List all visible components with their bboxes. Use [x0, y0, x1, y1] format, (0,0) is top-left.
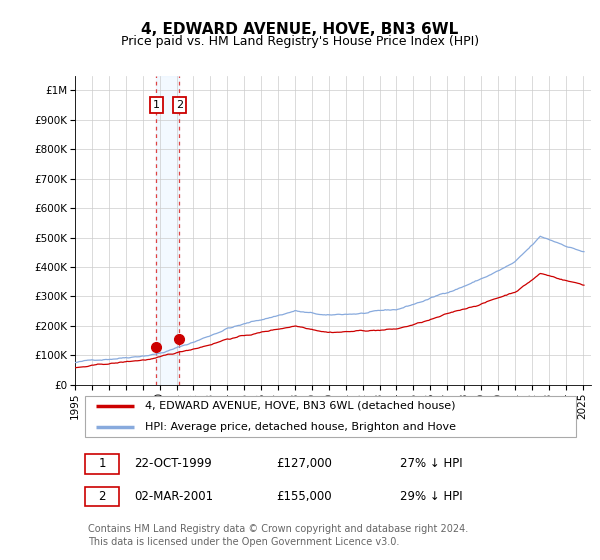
- Text: Price paid vs. HM Land Registry's House Price Index (HPI): Price paid vs. HM Land Registry's House …: [121, 35, 479, 48]
- FancyBboxPatch shape: [85, 454, 119, 474]
- Text: 29% ↓ HPI: 29% ↓ HPI: [400, 490, 463, 503]
- FancyBboxPatch shape: [85, 487, 119, 506]
- Text: 1: 1: [153, 100, 160, 110]
- Text: £155,000: £155,000: [276, 490, 332, 503]
- FancyBboxPatch shape: [85, 396, 575, 437]
- Text: 4, EDWARD AVENUE, HOVE, BN3 6WL (detached house): 4, EDWARD AVENUE, HOVE, BN3 6WL (detache…: [145, 400, 455, 410]
- Text: £127,000: £127,000: [276, 458, 332, 470]
- Text: 2: 2: [98, 490, 106, 503]
- Text: 27% ↓ HPI: 27% ↓ HPI: [400, 458, 463, 470]
- Text: 22-OCT-1999: 22-OCT-1999: [134, 458, 212, 470]
- Text: 02-MAR-2001: 02-MAR-2001: [134, 490, 214, 503]
- Text: 2: 2: [176, 100, 183, 110]
- Text: 4, EDWARD AVENUE, HOVE, BN3 6WL: 4, EDWARD AVENUE, HOVE, BN3 6WL: [142, 22, 458, 38]
- Bar: [157, 76, 179, 385]
- Text: Contains HM Land Registry data © Crown copyright and database right 2024.
This d: Contains HM Land Registry data © Crown c…: [88, 524, 468, 547]
- Text: 1: 1: [98, 458, 106, 470]
- Text: HPI: Average price, detached house, Brighton and Hove: HPI: Average price, detached house, Brig…: [145, 422, 455, 432]
